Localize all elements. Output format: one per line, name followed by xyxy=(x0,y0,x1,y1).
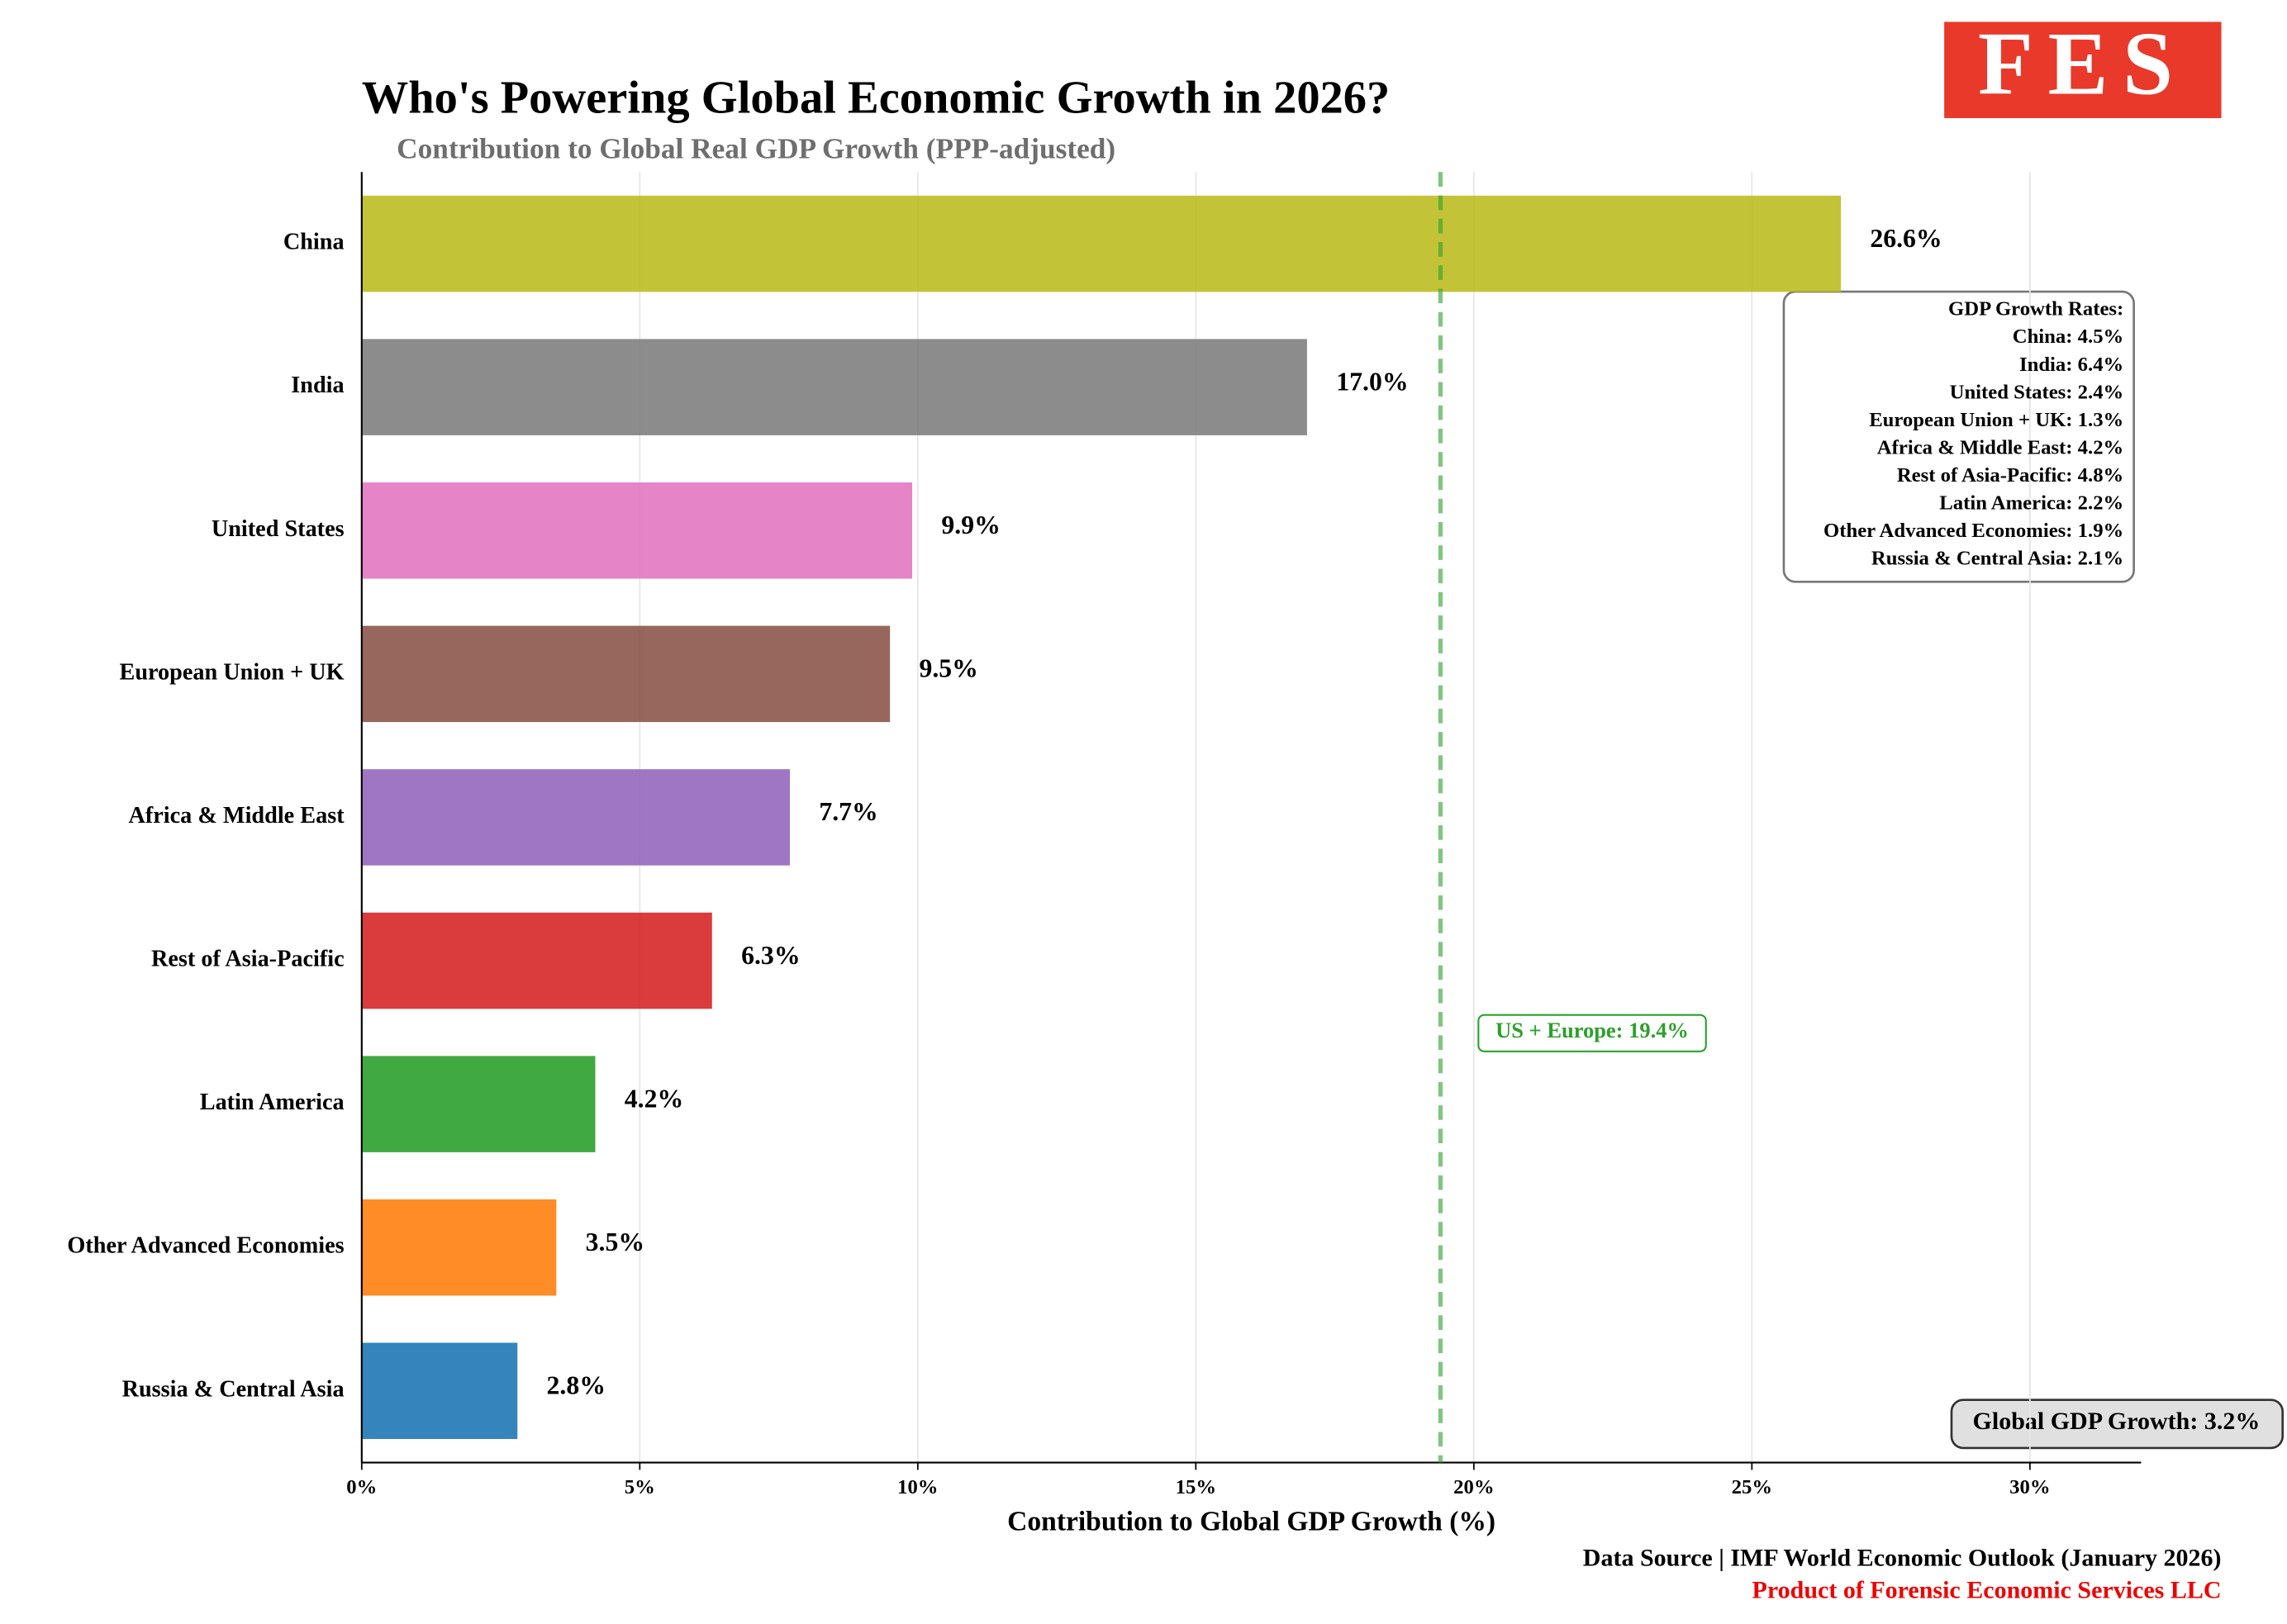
value-label: 17.0% xyxy=(1336,367,1408,396)
growth-line: China: 4.5% xyxy=(2013,325,2124,348)
chart-title: Who's Powering Global Economic Growth in… xyxy=(362,73,1390,124)
growth-box xyxy=(1782,290,2135,583)
chart-subtitle: Contribution to Global Real GDP Growth (… xyxy=(397,133,1115,165)
x-tick-label: 20% xyxy=(1453,1476,1494,1498)
value-label: 9.9% xyxy=(941,510,1000,539)
x-tick-label: 15% xyxy=(1176,1476,1216,1498)
y-tick-label: India xyxy=(291,373,344,398)
global-box xyxy=(1950,1398,2285,1450)
reference-box xyxy=(1477,1014,1707,1052)
bar xyxy=(361,769,791,866)
global-note: Global GDP Growth: 3.2% xyxy=(1973,1408,2261,1435)
growth-line: European Union + UK: 1.3% xyxy=(1869,409,2123,431)
bar xyxy=(361,1199,557,1296)
bar xyxy=(361,195,1842,292)
y-tick-label: Rest of Asia-Pacific xyxy=(151,947,345,972)
y-tick-label: Latin America xyxy=(200,1090,345,1115)
growth-line: Latin America: 2.2% xyxy=(1939,491,2123,514)
growth-line: Africa & Middle East: 4.2% xyxy=(1877,436,2123,458)
x-tick-label: 0% xyxy=(346,1476,377,1498)
credit: Product of Forensic Economic Services LL… xyxy=(1752,1577,2222,1604)
x-tick-label: 5% xyxy=(625,1476,655,1498)
growth-line: Other Advanced Economies: 1.9% xyxy=(1823,520,2123,542)
bar xyxy=(361,339,1307,435)
growth-line: Russia & Central Asia: 2.1% xyxy=(1871,548,2123,570)
logo-box xyxy=(1944,21,2222,118)
source: Data Source | IMF World Economic Outlook… xyxy=(1583,1545,2222,1572)
y-tick-label: Russia & Central Asia xyxy=(122,1376,345,1402)
bar xyxy=(361,912,712,1009)
bar xyxy=(361,482,913,579)
y-tick-label: European Union + UK xyxy=(120,659,345,685)
y-tick-label: Other Advanced Economies xyxy=(67,1233,344,1259)
value-label: 9.5% xyxy=(919,654,977,683)
growth-line: United States: 2.4% xyxy=(1950,381,2124,403)
value-label: 4.2% xyxy=(625,1084,683,1113)
value-label: 2.8% xyxy=(547,1371,606,1400)
bar xyxy=(361,625,891,723)
x-axis-label: Contribution to Global GDP Growth (%) xyxy=(1007,1506,1495,1536)
value-label: 6.3% xyxy=(741,941,800,970)
growth-title: GDP Growth Rates: xyxy=(1948,298,2123,321)
x-tick-label: 25% xyxy=(1732,1476,1772,1498)
bar xyxy=(361,1342,518,1440)
bar xyxy=(361,1056,596,1152)
growth-line: India: 6.4% xyxy=(2019,354,2123,376)
x-tick-label: 30% xyxy=(2009,1476,2050,1498)
y-tick-label: China xyxy=(283,230,345,255)
value-label: 26.6% xyxy=(1870,224,1942,253)
x-tick-label: 10% xyxy=(897,1476,938,1498)
logo: FES xyxy=(1978,12,2188,113)
value-label: 7.7% xyxy=(819,797,877,826)
growth-line: Rest of Asia-Pacific: 4.8% xyxy=(1897,464,2123,487)
reference-label: US + Europe: 19.4% xyxy=(1495,1018,1689,1042)
y-tick-label: Africa & Middle East xyxy=(128,803,345,829)
y-tick-label: United States xyxy=(212,516,345,542)
value-label: 3.5% xyxy=(586,1227,644,1256)
